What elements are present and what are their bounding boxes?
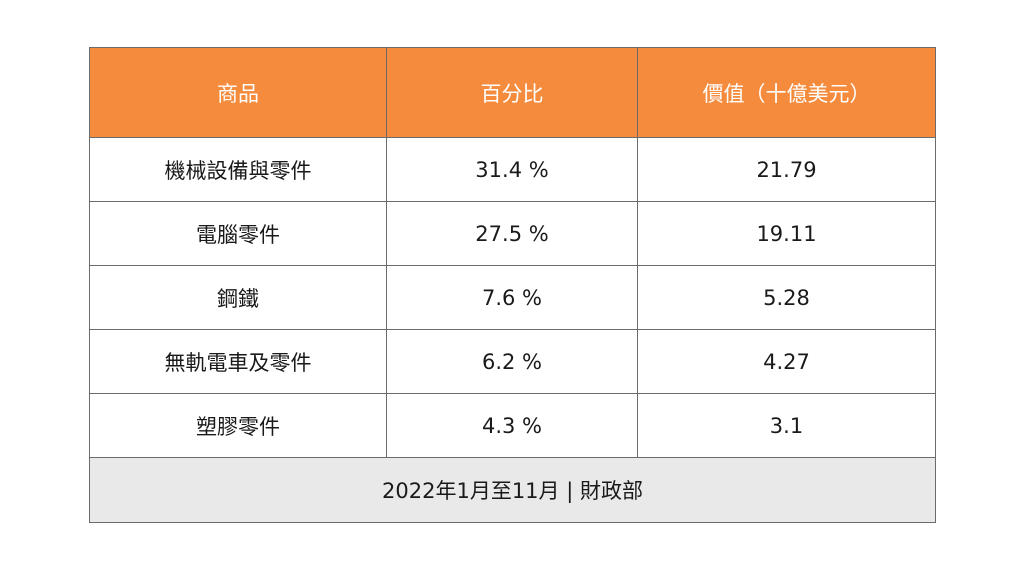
data-table-container: 商品 百分比 價值（十億美元） 機械設備與零件 31.4 % 21.79 電腦零… <box>89 47 936 523</box>
header-percentage: 百分比 <box>386 47 638 138</box>
cell-percentage: 4.3 % <box>386 393 638 458</box>
cell-percentage: 7.6 % <box>386 265 638 330</box>
cell-commodity: 塑膠零件 <box>89 393 387 458</box>
cell-percentage: 27.5 % <box>386 201 638 266</box>
table-body: 機械設備與零件 31.4 % 21.79 電腦零件 27.5 % 19.11 鋼… <box>89 137 936 458</box>
table-footer: 2022年1月至11月 | 財政部 <box>89 457 936 523</box>
cell-value: 19.11 <box>637 201 936 266</box>
cell-commodity: 鋼鐵 <box>89 265 387 330</box>
commodity-table: 商品 百分比 價值（十億美元） 機械設備與零件 31.4 % 21.79 電腦零… <box>89 47 936 523</box>
cell-percentage: 31.4 % <box>386 137 638 202</box>
cell-value: 3.1 <box>637 393 936 458</box>
source-note: 2022年1月至11月 | 財政部 <box>89 457 936 523</box>
cell-commodity: 機械設備與零件 <box>89 137 387 202</box>
cell-commodity: 電腦零件 <box>89 201 387 266</box>
header-row: 商品 百分比 價值（十億美元） <box>89 47 936 138</box>
header-commodity: 商品 <box>89 47 387 138</box>
table-row: 電腦零件 27.5 % 19.11 <box>89 201 936 266</box>
footer-row: 2022年1月至11月 | 財政部 <box>89 457 936 523</box>
table-row: 塑膠零件 4.3 % 3.1 <box>89 393 936 458</box>
table-row: 鋼鐵 7.6 % 5.28 <box>89 265 936 330</box>
cell-commodity: 無軌電車及零件 <box>89 329 387 394</box>
cell-value: 5.28 <box>637 265 936 330</box>
cell-value: 4.27 <box>637 329 936 394</box>
table-row: 機械設備與零件 31.4 % 21.79 <box>89 137 936 202</box>
cell-value: 21.79 <box>637 137 936 202</box>
header-value: 價值（十億美元） <box>637 47 936 138</box>
table-header: 商品 百分比 價值（十億美元） <box>89 47 936 138</box>
cell-percentage: 6.2 % <box>386 329 638 394</box>
table-row: 無軌電車及零件 6.2 % 4.27 <box>89 329 936 394</box>
